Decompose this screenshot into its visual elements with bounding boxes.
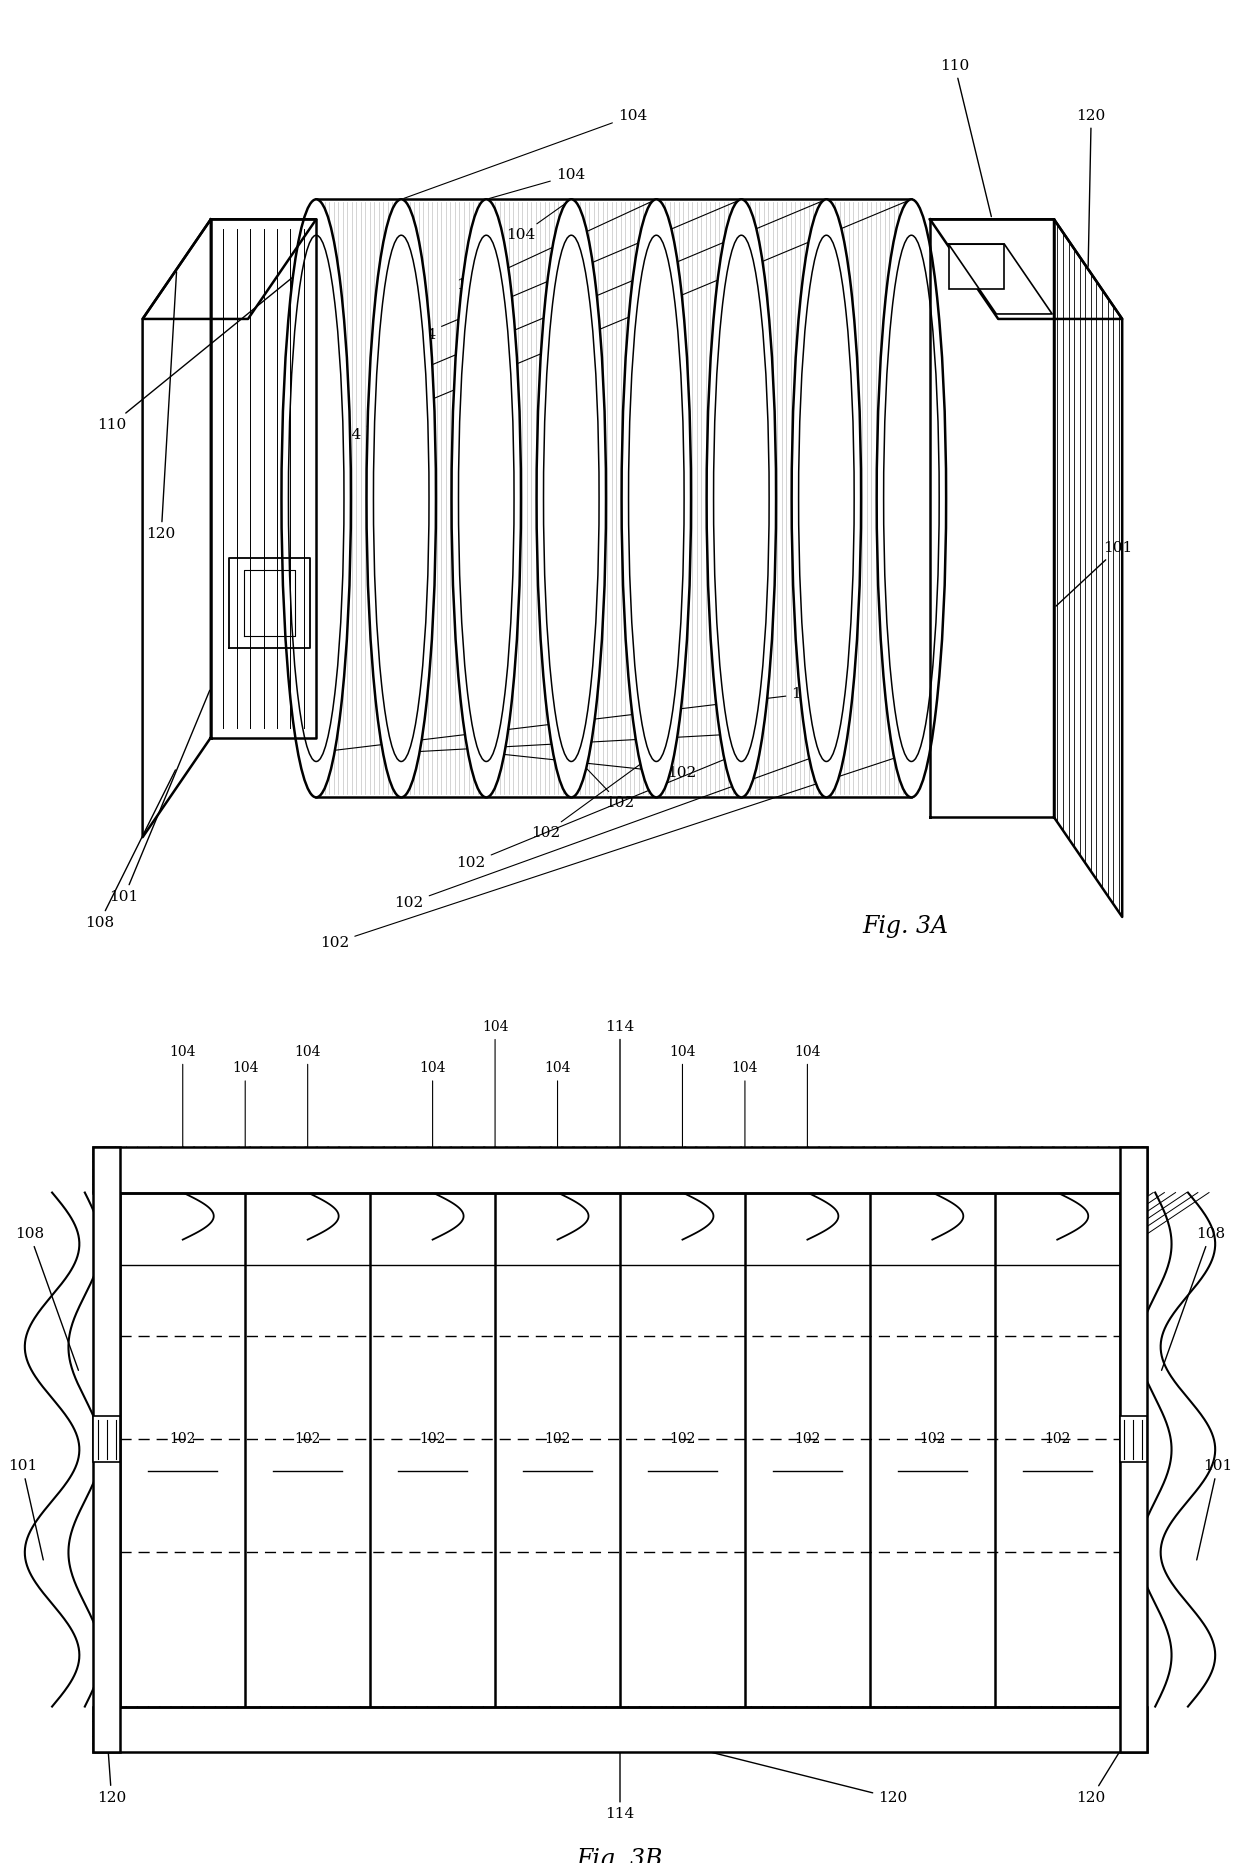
Text: 101: 101 <box>1197 1459 1233 1559</box>
Text: 104: 104 <box>544 1062 570 1190</box>
Text: 108: 108 <box>1162 1228 1225 1371</box>
Text: 101: 101 <box>109 691 210 904</box>
Bar <box>1120 1148 1147 1751</box>
Text: 104: 104 <box>482 1019 508 1190</box>
Text: 102: 102 <box>1044 1433 1070 1446</box>
FancyBboxPatch shape <box>949 244 1004 289</box>
Text: 104: 104 <box>489 168 585 199</box>
Text: 102: 102 <box>489 753 697 781</box>
Bar <box>93 1148 1147 1192</box>
Text: 104: 104 <box>670 1045 696 1190</box>
Ellipse shape <box>621 199 691 797</box>
Text: 102: 102 <box>573 755 635 810</box>
Text: 101: 101 <box>1056 540 1133 605</box>
Text: 102: 102 <box>670 1433 696 1446</box>
Text: 104: 104 <box>404 108 647 197</box>
Ellipse shape <box>707 199 776 797</box>
Text: 104: 104 <box>170 1045 196 1190</box>
Text: 102: 102 <box>456 753 739 870</box>
Text: 110: 110 <box>97 261 314 432</box>
Text: 102: 102 <box>544 1433 570 1446</box>
Text: 101: 101 <box>7 1459 43 1559</box>
Text: 108: 108 <box>15 1228 78 1371</box>
Text: Fig. 3A: Fig. 3A <box>862 915 949 939</box>
Text: 104: 104 <box>794 1045 821 1190</box>
Text: 120: 120 <box>622 1731 908 1805</box>
Ellipse shape <box>537 199 606 797</box>
Text: 108: 108 <box>84 769 176 930</box>
Text: 102: 102 <box>320 753 909 950</box>
Text: 104: 104 <box>456 201 653 292</box>
Text: 120: 120 <box>1076 1733 1132 1805</box>
Bar <box>1120 1416 1147 1462</box>
Text: 114: 114 <box>605 1019 635 1166</box>
Bar <box>93 1148 120 1751</box>
Text: 102: 102 <box>794 1433 821 1446</box>
Text: 104: 104 <box>732 1062 758 1190</box>
Bar <box>93 1416 120 1462</box>
Text: 104: 104 <box>232 1062 258 1190</box>
Ellipse shape <box>791 199 861 797</box>
Text: 104: 104 <box>332 201 909 442</box>
Ellipse shape <box>367 199 436 797</box>
Text: 102: 102 <box>319 687 821 753</box>
Text: 120: 120 <box>97 1733 126 1805</box>
Text: Fig. 3B: Fig. 3B <box>577 1848 663 1863</box>
Ellipse shape <box>281 199 351 797</box>
Bar <box>93 1707 1147 1751</box>
Text: 120: 120 <box>146 272 176 542</box>
Text: 104: 104 <box>370 201 823 391</box>
Text: 104: 104 <box>506 201 569 242</box>
Text: 104: 104 <box>294 1045 321 1190</box>
Text: 102: 102 <box>404 727 759 753</box>
Ellipse shape <box>451 199 521 797</box>
Text: 104: 104 <box>419 1062 446 1190</box>
Text: 102: 102 <box>170 1433 196 1446</box>
Text: 102: 102 <box>531 755 653 840</box>
Text: 104: 104 <box>407 201 739 343</box>
Text: 110: 110 <box>940 60 991 216</box>
Text: 102: 102 <box>394 753 823 909</box>
Text: 114: 114 <box>605 1733 635 1822</box>
Text: 120: 120 <box>1076 108 1106 266</box>
Text: 102: 102 <box>419 1433 446 1446</box>
Text: 102: 102 <box>294 1433 321 1446</box>
Text: 102: 102 <box>919 1433 946 1446</box>
Ellipse shape <box>877 199 946 797</box>
